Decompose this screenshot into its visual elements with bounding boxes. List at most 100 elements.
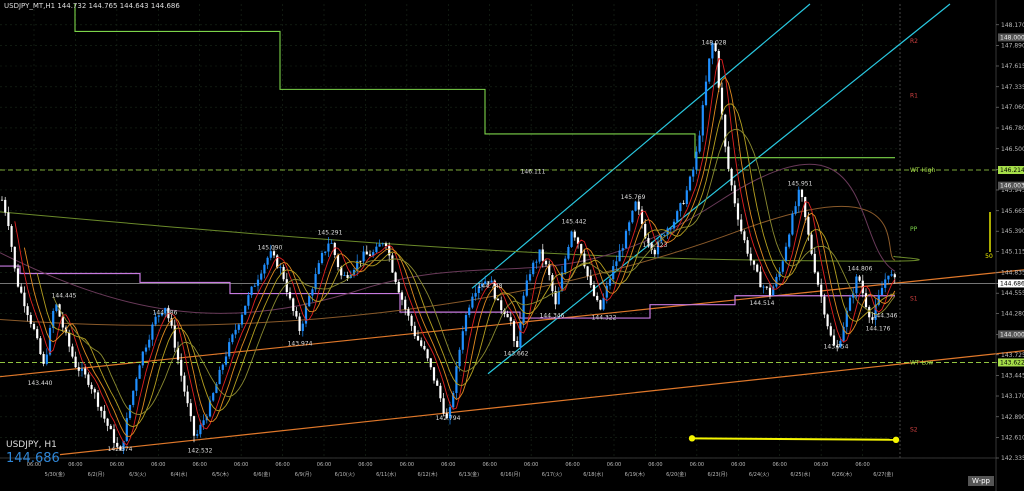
candle-body <box>797 189 800 207</box>
chart-info-header: USDJPY_MT,H1 144.732 144.765 144.643 144… <box>4 2 180 10</box>
candle <box>276 254 279 269</box>
moving-averages <box>14 57 896 446</box>
candle-body <box>484 281 487 284</box>
price-tag-label: 146.003 <box>1000 183 1024 190</box>
candle-body <box>388 246 391 256</box>
candle-body <box>282 266 285 280</box>
candle-body <box>58 304 61 317</box>
candle-body <box>560 272 564 292</box>
candle-body <box>4 199 7 213</box>
candle <box>36 326 39 340</box>
candle-body <box>455 366 458 393</box>
candle-body <box>640 209 644 225</box>
candle-body <box>192 416 196 436</box>
price-annotation: 145.442 <box>562 218 587 225</box>
candle <box>160 312 164 317</box>
candle <box>656 237 660 258</box>
candle-body <box>39 338 42 355</box>
time-tick-label: 06:00 <box>524 462 538 468</box>
candle <box>128 404 132 420</box>
candle <box>231 333 234 345</box>
candle-body <box>189 403 192 417</box>
candle-body <box>458 349 461 367</box>
candle-body <box>743 231 746 241</box>
candle <box>560 265 564 292</box>
price-tick-label: 147.890 <box>1001 43 1024 50</box>
candle-body <box>109 425 112 430</box>
candle <box>20 283 23 294</box>
candle-body <box>464 315 468 332</box>
candle-body <box>596 295 599 301</box>
candle-body <box>266 257 269 265</box>
candle-body <box>42 354 45 364</box>
candle <box>429 357 432 370</box>
candle <box>144 344 148 355</box>
candle-body <box>413 325 416 337</box>
candle-body <box>253 285 256 287</box>
candle <box>631 210 634 224</box>
candle-body <box>285 279 288 293</box>
candle <box>96 390 100 411</box>
candle-body <box>368 254 372 256</box>
time-tick-label: 6/19(木) <box>625 471 645 478</box>
candle-body <box>663 235 666 236</box>
candle <box>797 186 800 213</box>
candle <box>576 236 580 249</box>
candle-body <box>308 295 311 307</box>
candle <box>208 396 212 418</box>
price-annotation: 143.754 <box>824 344 849 351</box>
candle <box>535 259 538 269</box>
price-annotation: 144.322 <box>592 314 617 321</box>
candle <box>32 322 36 331</box>
time-tick-label: 06:00 <box>110 462 124 468</box>
candle <box>416 330 420 342</box>
price-annotation: 145.123 <box>643 242 668 249</box>
candle <box>500 296 503 315</box>
candle-body <box>660 235 663 242</box>
candle-body <box>880 287 884 295</box>
candle <box>794 201 797 216</box>
candle-body <box>615 261 618 267</box>
candle-body <box>768 287 772 296</box>
candle-body <box>500 300 503 311</box>
pink-step-line <box>0 265 895 319</box>
candle-body <box>740 219 743 232</box>
candle-body <box>295 310 298 317</box>
candle <box>548 260 551 281</box>
candle-body <box>858 276 861 281</box>
candle <box>407 306 410 321</box>
candle-body <box>631 210 634 223</box>
time-tick-label: 06:00 <box>731 462 745 468</box>
candle <box>637 196 640 215</box>
candle-body <box>36 329 39 339</box>
candle <box>666 226 669 239</box>
candle-body <box>829 326 832 336</box>
candle <box>496 298 500 301</box>
price-tag-box <box>998 166 1024 175</box>
price-tick-label: 142.335 <box>1001 455 1024 462</box>
candle-body <box>836 345 839 348</box>
candle-body <box>468 307 471 316</box>
candle-body <box>0 199 4 201</box>
candle-body <box>567 246 570 259</box>
template-badge[interactable]: W-pp <box>967 476 994 486</box>
measure-start <box>688 435 696 442</box>
candle <box>119 445 122 451</box>
price-tick-label: 143.445 <box>1001 373 1024 380</box>
candle <box>759 266 762 288</box>
candle <box>823 293 826 319</box>
candle-body <box>682 203 685 204</box>
candle-body <box>602 297 605 310</box>
time-tick-label: 06:00 <box>400 462 414 468</box>
candle <box>701 100 704 142</box>
candle-body <box>106 418 109 426</box>
candle-body <box>61 316 64 328</box>
candle-body <box>426 349 429 359</box>
price-annotation: 144.514 <box>750 300 775 307</box>
candle-body <box>157 315 160 317</box>
candle <box>634 200 637 212</box>
candle <box>189 398 192 422</box>
candle-body <box>420 340 423 346</box>
candle <box>698 130 701 154</box>
